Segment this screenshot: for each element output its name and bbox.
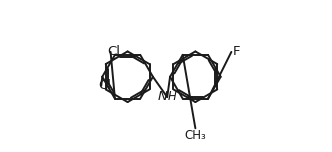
Text: F: F bbox=[233, 45, 240, 58]
Text: Cl: Cl bbox=[98, 79, 111, 92]
Text: H: H bbox=[168, 90, 177, 103]
Text: N: N bbox=[157, 90, 167, 103]
Text: CH₃: CH₃ bbox=[185, 129, 206, 142]
Text: Cl: Cl bbox=[107, 45, 120, 58]
